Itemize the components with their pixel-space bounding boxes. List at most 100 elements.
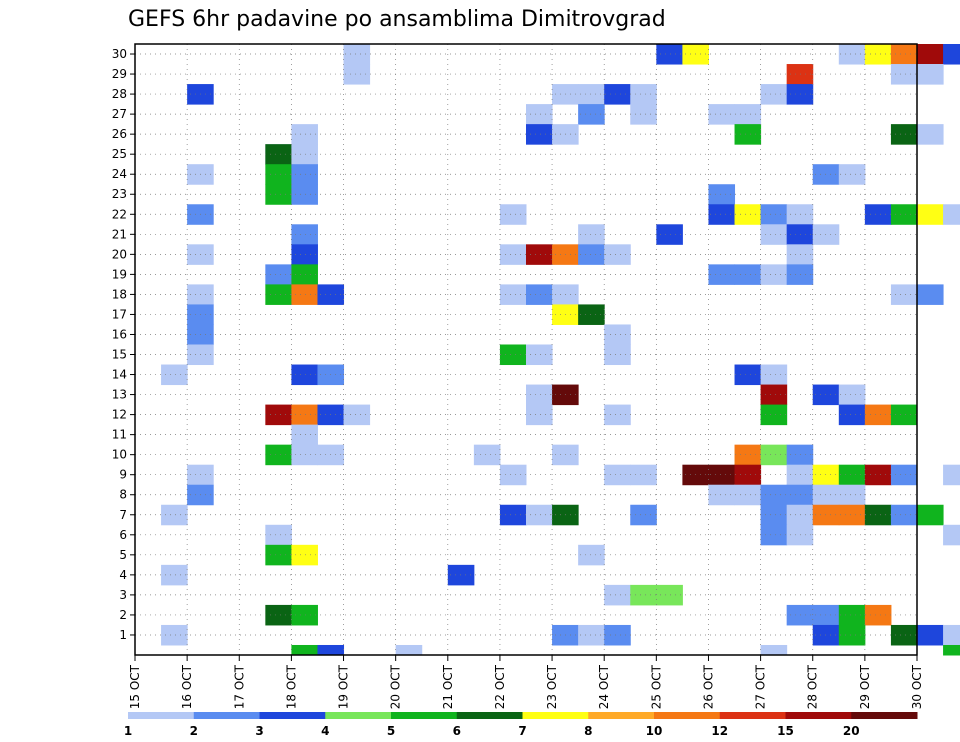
data-cell — [499, 244, 527, 265]
data-cell — [917, 44, 944, 65]
data-cell — [786, 484, 814, 506]
data-cell — [161, 564, 188, 586]
data-cell — [447, 564, 475, 586]
data-cell — [786, 444, 814, 466]
colorbar-segment — [325, 712, 392, 719]
data-cell — [838, 484, 866, 506]
data-cell — [161, 504, 188, 526]
grid-lines — [135, 44, 917, 655]
data-cell — [578, 304, 605, 325]
data-cell — [760, 364, 788, 386]
x-tick-label: 24 OCT — [597, 664, 611, 709]
data-cell — [786, 604, 814, 626]
y-tick-label: 15 — [112, 348, 127, 362]
data-cell — [760, 504, 788, 526]
data-cell — [838, 404, 866, 426]
data-cell — [890, 64, 918, 85]
data-cell — [890, 624, 918, 646]
x-tick-label: 16 OCT — [180, 664, 194, 709]
data-cell — [499, 284, 527, 305]
colorbar-segment — [654, 712, 721, 719]
data-cell — [864, 204, 892, 225]
data-cell — [343, 64, 371, 85]
x-tick-label: 29 OCT — [858, 664, 872, 709]
data-cell — [499, 344, 527, 366]
data-cell — [917, 504, 944, 526]
data-cell — [812, 224, 840, 245]
colorbar-segment — [128, 712, 195, 719]
data-cell — [786, 524, 814, 546]
y-tick-label: 2 — [119, 608, 127, 622]
data-cell — [734, 104, 762, 125]
data-cell — [473, 444, 501, 466]
data-cell — [864, 464, 892, 486]
x-tick-label: 15 OCT — [128, 664, 142, 709]
data-cell — [786, 264, 814, 285]
data-cell — [656, 44, 683, 65]
data-cell — [917, 124, 944, 145]
y-tick-label: 9 — [119, 468, 127, 482]
data-cell — [291, 364, 318, 386]
data-cell — [656, 224, 683, 245]
data-cell — [917, 624, 944, 646]
y-tick-label: 4 — [119, 568, 127, 582]
data-cell — [343, 404, 371, 426]
data-cell — [604, 624, 631, 646]
data-cell — [760, 644, 788, 656]
data-cell — [708, 104, 736, 125]
data-cell — [161, 624, 188, 646]
data-cell — [708, 184, 736, 205]
heatmap-cells — [161, 44, 960, 656]
colorbar-segment — [588, 712, 655, 719]
y-tick-label: 24 — [112, 167, 127, 181]
data-cell — [838, 164, 866, 185]
data-cell — [812, 624, 840, 646]
data-cell — [734, 364, 762, 386]
x-tick-label: 25 OCT — [649, 664, 663, 709]
colorbar-segment — [785, 712, 852, 719]
data-cell — [526, 104, 553, 125]
data-cell — [265, 284, 292, 305]
colorbar-label: 2 — [190, 724, 198, 738]
colorbar-segment — [193, 712, 260, 719]
colorbar-label: 8 — [584, 724, 592, 738]
data-cell — [734, 264, 762, 285]
chart-title: GEFS 6hr padavine po ansamblima Dimitrov… — [128, 7, 666, 32]
data-cell — [838, 504, 866, 526]
data-cell — [890, 504, 918, 526]
data-cell — [943, 644, 960, 656]
data-cell — [917, 284, 944, 305]
data-cell — [604, 244, 631, 265]
y-tick-label: 3 — [119, 588, 127, 602]
x-tick-label: 30 OCT — [910, 664, 924, 709]
data-cell — [760, 264, 788, 285]
data-cell — [291, 444, 318, 466]
data-cell — [760, 484, 788, 506]
x-tick-label: 28 OCT — [806, 664, 820, 709]
data-cell — [630, 504, 657, 526]
colorbar-label: 1 — [124, 724, 132, 738]
data-cell — [760, 524, 788, 546]
y-tick-label: 17 — [112, 307, 127, 321]
data-cell — [890, 124, 918, 145]
x-tick-label: 19 OCT — [337, 664, 351, 709]
data-cell — [760, 84, 788, 105]
data-cell — [630, 84, 657, 105]
x-tick-label: 20 OCT — [389, 664, 403, 709]
data-cell — [604, 404, 631, 426]
data-cell — [291, 184, 318, 205]
x-tick-label: 21 OCT — [441, 664, 455, 709]
data-cell — [760, 404, 788, 426]
data-cell — [656, 584, 683, 606]
data-cell — [734, 124, 762, 145]
data-cell — [291, 404, 318, 426]
data-cell — [786, 84, 814, 105]
data-cell — [604, 464, 631, 486]
data-cell — [734, 204, 762, 225]
x-axis: 15 OCT 16 OCT 17 OCT 18 OCT 19 OCT 20 OCT 21 O… — [128, 655, 924, 709]
colorbar-segment — [522, 712, 589, 719]
y-tick-label: 26 — [112, 127, 127, 141]
y-tick-label: 5 — [119, 548, 127, 562]
data-cell — [291, 144, 318, 165]
y-tick-label: 27 — [112, 107, 127, 121]
